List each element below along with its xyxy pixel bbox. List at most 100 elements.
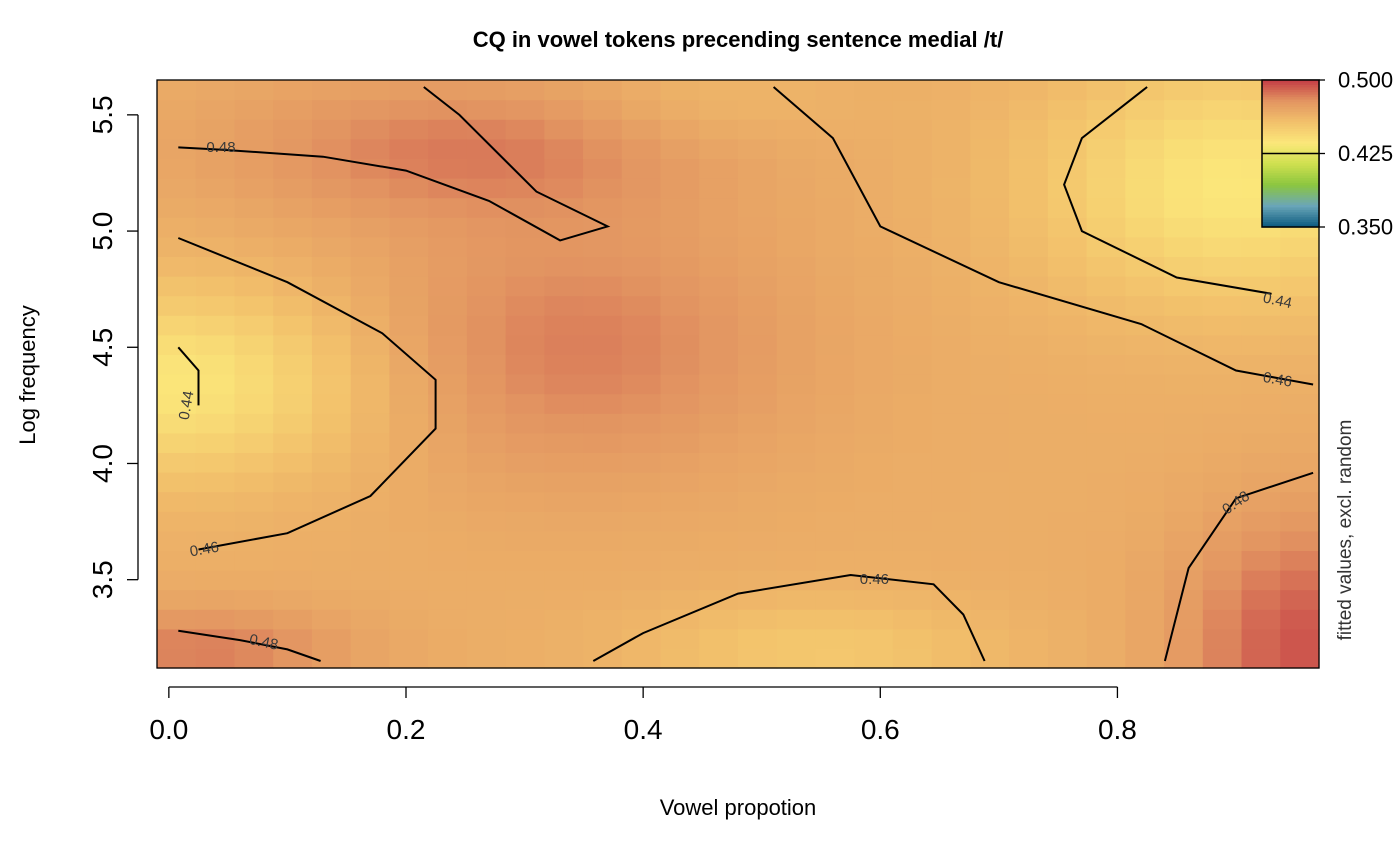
heatmap-cell <box>1125 648 1165 669</box>
heatmap-cell <box>1164 138 1204 159</box>
heatmap-cell <box>1086 197 1126 218</box>
heatmap-cell <box>699 158 739 179</box>
heatmap-cell <box>660 80 700 101</box>
colorbar-swatch <box>1262 214 1319 218</box>
colorbar-swatch <box>1262 158 1319 162</box>
heatmap-cell <box>1047 648 1088 669</box>
heatmap-cell <box>1047 472 1088 493</box>
heatmap-cell <box>970 295 1010 316</box>
heatmap-cell <box>1125 138 1165 159</box>
heatmap-cell <box>389 432 429 453</box>
heatmap-cell <box>157 236 197 257</box>
heatmap-cell <box>660 472 700 493</box>
heatmap-cell <box>1202 138 1243 159</box>
heatmap-cell <box>1202 413 1243 434</box>
heatmap-cell <box>273 609 313 630</box>
heatmap-cell <box>931 432 971 453</box>
heatmap-cell <box>699 256 739 277</box>
heatmap-cell <box>195 334 236 355</box>
heatmap-cell <box>699 432 739 453</box>
heatmap-cell <box>660 550 700 571</box>
heatmap-cell <box>738 570 778 591</box>
heatmap-cell <box>738 550 778 571</box>
heatmap-cell <box>1047 217 1088 238</box>
heatmap-cell <box>428 138 468 159</box>
heatmap-cell <box>1241 393 1281 414</box>
heatmap-cell <box>389 413 429 434</box>
heatmap-cell <box>389 393 429 414</box>
heatmap-cell <box>892 197 933 218</box>
heatmap-cell <box>544 472 584 493</box>
heatmap-cell <box>699 217 739 238</box>
heatmap-cell <box>738 530 778 551</box>
heatmap-cell <box>660 432 700 453</box>
heatmap-cell <box>660 276 700 297</box>
heatmap-cell <box>583 295 623 316</box>
heatmap-cell <box>273 80 313 101</box>
heatmap-cell <box>273 217 313 238</box>
heatmap-cell <box>660 354 700 375</box>
heatmap-cell <box>273 589 313 610</box>
heatmap-cell <box>621 609 662 630</box>
heatmap-cell <box>1009 119 1049 140</box>
y-tick-label: 3.5 <box>87 560 118 599</box>
heatmap-cell <box>389 119 429 140</box>
heatmap-cell <box>311 491 352 512</box>
heatmap-cell <box>195 491 236 512</box>
heatmap-cell <box>195 628 236 649</box>
heatmap-cell <box>1086 609 1126 630</box>
heatmap-cell <box>350 99 390 120</box>
heatmap-cell <box>544 648 584 669</box>
heatmap-cell <box>1164 197 1204 218</box>
heatmap-cell <box>738 236 778 257</box>
heatmap-cell <box>931 589 971 610</box>
heatmap-cell <box>428 334 468 355</box>
heatmap-cell <box>1009 217 1049 238</box>
heatmap-cell <box>1086 99 1126 120</box>
heatmap-cell <box>505 589 545 610</box>
heatmap-cell <box>931 648 971 669</box>
heatmap-cell <box>970 628 1010 649</box>
heatmap-cell <box>428 315 468 336</box>
heatmap-cell <box>660 393 700 414</box>
heatmap-cell <box>544 276 584 297</box>
heatmap-cell <box>195 295 236 316</box>
heatmap-cell <box>583 491 623 512</box>
heatmap-cell <box>1164 374 1204 395</box>
heatmap-cell <box>544 295 584 316</box>
heatmap-cell <box>815 217 855 238</box>
heatmap-cell <box>1086 138 1126 159</box>
heatmap-cell <box>1202 334 1243 355</box>
heatmap-cell <box>854 99 894 120</box>
heatmap-cell <box>738 432 778 453</box>
heatmap-cell <box>931 472 971 493</box>
heatmap-cell <box>931 276 971 297</box>
colorbar-swatch <box>1262 99 1319 103</box>
heatmap-cell <box>157 158 197 179</box>
heatmap-cell <box>195 589 236 610</box>
heatmap-cell <box>428 393 468 414</box>
heatmap-cell <box>466 511 507 532</box>
heatmap-cell <box>1086 393 1126 414</box>
colorbar-swatch <box>1262 82 1319 86</box>
heatmap-cell <box>660 530 700 551</box>
heatmap-cell <box>1047 413 1088 434</box>
heatmap-cell <box>234 236 274 257</box>
heatmap-cell <box>505 530 545 551</box>
heatmap-cell <box>1086 178 1126 199</box>
heatmap-cell <box>854 452 894 473</box>
heatmap-cell <box>311 217 352 238</box>
heatmap-cell <box>621 178 662 199</box>
heatmap-cell <box>815 315 855 336</box>
heatmap-cell <box>931 217 971 238</box>
heatmap-cell <box>776 452 817 473</box>
heatmap-cell <box>389 158 429 179</box>
heatmap-cell <box>544 119 584 140</box>
colorbar-swatch <box>1262 146 1319 150</box>
heatmap-cell <box>621 99 662 120</box>
heatmap-cell <box>389 80 429 101</box>
heatmap-cell <box>428 413 468 434</box>
heatmap-cell <box>505 119 545 140</box>
heatmap-cell <box>931 80 971 101</box>
heatmap-cell <box>699 374 739 395</box>
